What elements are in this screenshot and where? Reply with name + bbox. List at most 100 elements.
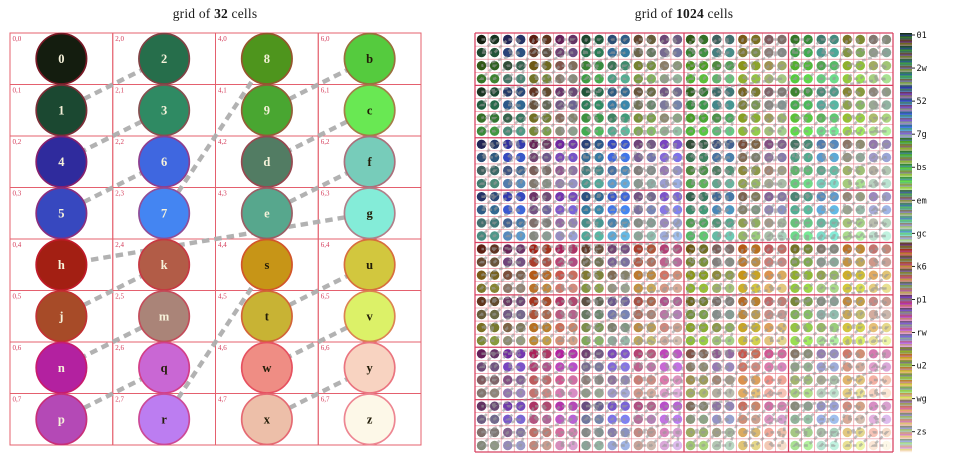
- node-label: n: [58, 361, 65, 375]
- legend-tick-label: p1: [917, 295, 927, 305]
- node-label: p: [58, 412, 65, 426]
- node-circle: [240, 135, 293, 188]
- cell-coordinate-label: 0,0: [13, 35, 22, 43]
- cell-coordinate-label: 4,0: [218, 35, 227, 43]
- cell-coordinate-label: 2,6: [115, 344, 124, 352]
- node-circle: [138, 290, 191, 343]
- node-circle: [138, 238, 191, 291]
- grid-dot: [529, 87, 539, 97]
- grid-dot: [568, 231, 578, 241]
- cell-coordinate-label: 2,4: [115, 241, 124, 249]
- node-circle: [35, 84, 88, 137]
- legend-tick-label: u2: [917, 362, 927, 372]
- node-circle: [138, 32, 191, 85]
- node-circle: [35, 32, 88, 85]
- node-circle: [240, 84, 293, 137]
- cell-coordinate-label: 6,7: [321, 396, 330, 404]
- title-1024-count: 1024: [676, 6, 704, 21]
- node-label: z: [367, 412, 373, 426]
- grid-dot: [516, 205, 526, 215]
- node-label: t: [265, 309, 270, 323]
- node-circle: [240, 238, 293, 291]
- panel-1024-title: grid of 1024 cells: [460, 6, 908, 22]
- node-label: s: [264, 258, 269, 272]
- legend-tick-label: gc: [917, 229, 927, 239]
- legend-tick-label: 7g: [917, 130, 927, 140]
- title-1024-prefix: grid of: [634, 6, 673, 21]
- node-circle: [138, 393, 191, 446]
- node-label: y: [367, 361, 374, 375]
- panel-32-title: grid of 32 cells: [0, 6, 430, 22]
- node-label: c: [367, 103, 373, 117]
- grid-dot: [529, 218, 539, 228]
- node-circle: [35, 341, 88, 394]
- node-circle: [343, 135, 396, 188]
- node-label: q: [161, 361, 168, 375]
- title-1024-suffix: cells: [707, 6, 734, 21]
- grid-dot: [672, 178, 683, 189]
- node-circle: [35, 187, 88, 240]
- title-32-count: 32: [214, 6, 228, 21]
- node-label: 8: [264, 52, 270, 66]
- cell-coordinate-label: 2,7: [115, 396, 124, 404]
- node-label: 9: [264, 103, 270, 117]
- node-circle: [240, 32, 293, 85]
- legend-tick-label: zs: [917, 428, 927, 438]
- title-32-suffix: cells: [231, 6, 258, 21]
- cell-coordinate-label: 6,0: [321, 35, 330, 43]
- cell-coordinate-label: 6,5: [321, 293, 330, 301]
- node-circle: [138, 341, 191, 394]
- node-circle: [343, 393, 396, 446]
- node-label: 3: [161, 103, 167, 117]
- grid-dot: [516, 152, 526, 163]
- grid-dot: [529, 192, 539, 202]
- node-label: e: [264, 206, 270, 220]
- legend-tick-label: em: [917, 196, 927, 206]
- grid-dot: [516, 47, 526, 58]
- node-label: m: [159, 309, 170, 323]
- cell-coordinate-label: 0,1: [13, 87, 22, 95]
- node-circle: [240, 187, 293, 240]
- cell-coordinate-label: 4,2: [218, 138, 227, 146]
- grid-dot: [633, 34, 643, 45]
- grid-dot: [516, 178, 526, 189]
- title-32-prefix: grid of: [172, 6, 211, 21]
- cell-coordinate-label: 2,0: [115, 35, 124, 43]
- node-label: u: [366, 258, 373, 272]
- node-label: h: [58, 258, 65, 272]
- node-circle: [35, 238, 88, 291]
- legend-tick-label: 2w: [917, 64, 928, 74]
- cell-coordinate-label: 0,4: [13, 241, 22, 249]
- node-label: 5: [58, 206, 64, 220]
- grid-dot: [672, 100, 683, 110]
- node-label: d: [263, 155, 270, 169]
- node-label: r: [161, 412, 167, 426]
- legend-tick-label: rw: [917, 329, 928, 339]
- grid-32-plot: 0,0 0,1 2,0 2,1 0,2 0,3 2,2 2,3 4,0 4,1 6,0 6,1 4,2 4…: [9, 32, 422, 446]
- node-label: g: [367, 206, 374, 220]
- node-label: b: [366, 52, 373, 66]
- node-label: 6: [161, 155, 167, 169]
- cell-coordinate-label: 0,3: [13, 190, 22, 198]
- cell-coordinate-label: 2,2: [115, 138, 124, 146]
- curve-segment: [61, 211, 370, 267]
- cell-coordinate-label: 4,6: [218, 344, 227, 352]
- curve-segment: [162, 263, 269, 421]
- node-circle: [240, 290, 293, 343]
- grid-1024-plot: 01 2w 52 7g bs em gc k6 p1 rw u2 wg zs: [474, 31, 928, 453]
- cell-coordinate-label: 6,6: [321, 344, 330, 352]
- node-label: 1: [58, 103, 64, 117]
- node-circle: [343, 187, 396, 240]
- node-label: 0: [58, 52, 64, 66]
- node-label: w: [262, 361, 271, 375]
- node-circle: [343, 238, 396, 291]
- cell-coordinate-label: 6,4: [321, 241, 330, 249]
- cell-coordinate-label: 6,2: [321, 138, 330, 146]
- node-label: k: [161, 258, 168, 272]
- node-label: x: [264, 412, 271, 426]
- cell-coordinate-label: 6,3: [321, 190, 330, 198]
- grid-dot: [633, 192, 643, 202]
- grid-dot: [581, 113, 591, 123]
- node-circle: [35, 393, 88, 446]
- node-circle: [240, 393, 293, 446]
